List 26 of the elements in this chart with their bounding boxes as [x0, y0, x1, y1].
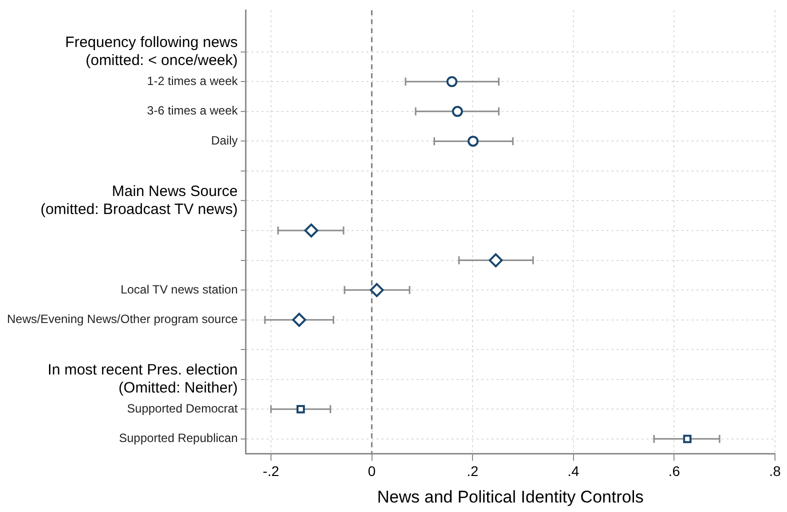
x-tick-label: .6: [668, 463, 680, 480]
x-tick-label: -.2: [262, 463, 280, 480]
y-tick-label: Daily: [211, 134, 238, 148]
y-tick-label: Local TV news station: [120, 282, 238, 296]
x-tick-label: .4: [568, 463, 580, 480]
y-tick-label: 1-2 times a week: [147, 74, 239, 88]
point: [296, 404, 305, 414]
point: [446, 76, 458, 88]
point: [468, 136, 479, 147]
x-tick-label: .8: [769, 463, 782, 480]
x-tick-label: .2: [466, 463, 479, 480]
y-tick-label: News/Evening News/Other program source: [6, 312, 238, 326]
point: [304, 224, 318, 238]
x-axis-title: News and Political Identity Controls: [377, 487, 644, 506]
y-tick-label: 3-6 times a week: [147, 104, 239, 118]
y-tick-label: Supported Democrat: [127, 401, 238, 416]
point: [292, 312, 306, 327]
y-tick-label: Supported Republican: [118, 431, 238, 446]
point: [370, 283, 384, 298]
y-tick-label: Main News Source (omitted: Broadcast TV news): [40, 182, 238, 218]
y-tick-label: Frequency following news (omitted: < once/week): [65, 34, 238, 70]
point: [488, 253, 503, 268]
point: [683, 434, 692, 444]
y-tick-label: In most recent Pres. election (Omitted: Neither): [48, 362, 238, 397]
x-tick-label: 0: [368, 463, 376, 480]
point: [452, 106, 463, 117]
